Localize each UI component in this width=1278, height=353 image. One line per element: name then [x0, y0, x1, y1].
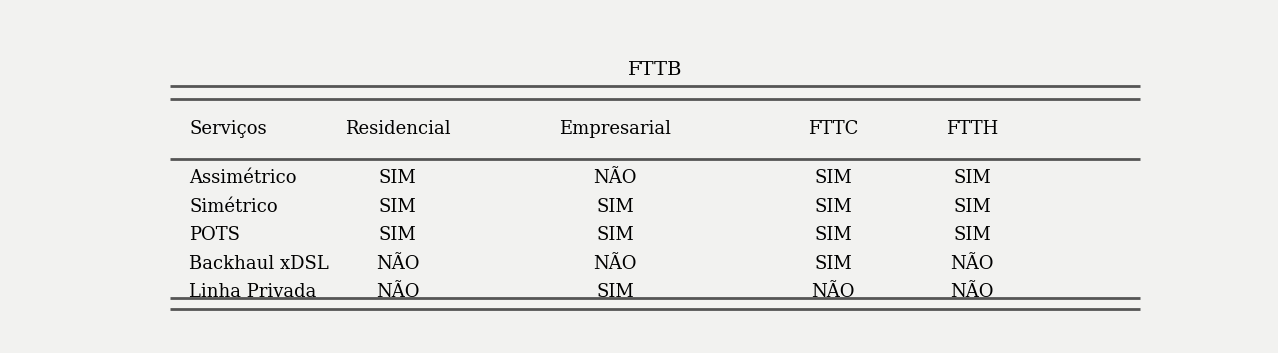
Text: SIM: SIM [814, 198, 852, 216]
Text: SIM: SIM [953, 198, 990, 216]
Text: SIM: SIM [378, 226, 417, 244]
Text: SIM: SIM [814, 255, 852, 273]
Text: SIM: SIM [814, 226, 852, 244]
Text: Backhaul xDSL: Backhaul xDSL [189, 255, 330, 273]
Text: SIM: SIM [378, 198, 417, 216]
Text: FTTH: FTTH [946, 120, 998, 138]
Text: SIM: SIM [953, 169, 990, 187]
Text: Serviços: Serviços [189, 120, 267, 138]
Text: NÃO: NÃO [376, 283, 419, 301]
Text: SIM: SIM [597, 226, 634, 244]
Text: Residencial: Residencial [345, 120, 450, 138]
Text: NÃO: NÃO [950, 255, 994, 273]
Text: Assimétrico: Assimétrico [189, 169, 296, 187]
Text: SIM: SIM [597, 283, 634, 301]
Text: SIM: SIM [814, 169, 852, 187]
Text: SIM: SIM [597, 198, 634, 216]
Text: NÃO: NÃO [593, 255, 638, 273]
Text: FTTC: FTTC [808, 120, 859, 138]
Text: FTTB: FTTB [627, 61, 682, 79]
Text: NÃO: NÃO [593, 169, 638, 187]
Text: Simétrico: Simétrico [189, 198, 279, 216]
Text: POTS: POTS [189, 226, 240, 244]
Text: Linha Privada: Linha Privada [189, 283, 317, 301]
Text: SIM: SIM [378, 169, 417, 187]
Text: NÃO: NÃO [950, 283, 994, 301]
Text: Empresarial: Empresarial [560, 120, 671, 138]
Text: NÃO: NÃO [376, 255, 419, 273]
Text: NÃO: NÃO [812, 283, 855, 301]
Text: SIM: SIM [953, 226, 990, 244]
